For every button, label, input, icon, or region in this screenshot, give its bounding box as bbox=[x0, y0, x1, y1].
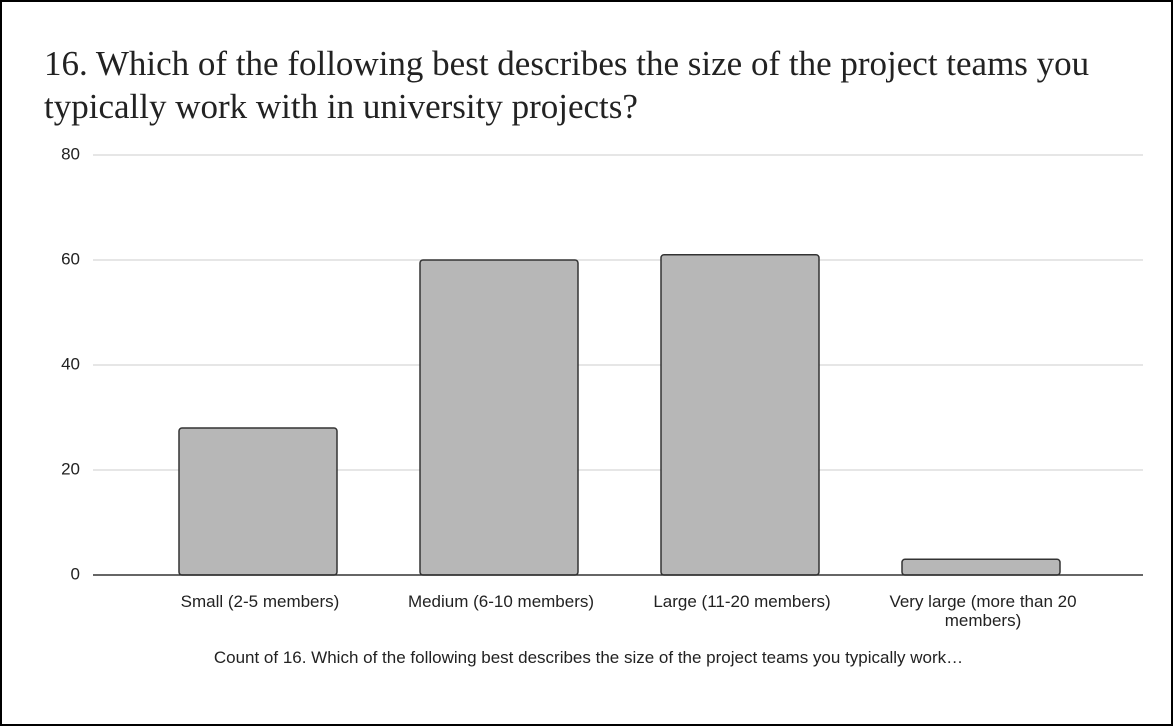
x-tick-label: Large (11-20 members) bbox=[653, 592, 831, 611]
x-tick-label: Medium (6-10 members) bbox=[407, 592, 595, 611]
x-tick-label: Very large (more than 20 members) bbox=[889, 592, 1077, 630]
y-tick-label: 0 bbox=[71, 564, 80, 583]
bar bbox=[178, 427, 338, 576]
y-tick-label: 60 bbox=[61, 249, 80, 268]
y-tick-label: 40 bbox=[61, 354, 80, 373]
bar bbox=[419, 259, 579, 576]
y-tick-label: 20 bbox=[61, 459, 80, 478]
x-tick-label: Small (2-5 members) bbox=[180, 592, 340, 611]
bar bbox=[901, 558, 1061, 576]
chart-title: 16. Which of the following best describe… bbox=[44, 44, 1090, 126]
x-axis-label: Count of 16. Which of the following best… bbox=[213, 648, 964, 667]
y-tick-label: 80 bbox=[61, 144, 80, 163]
bar bbox=[660, 254, 820, 576]
